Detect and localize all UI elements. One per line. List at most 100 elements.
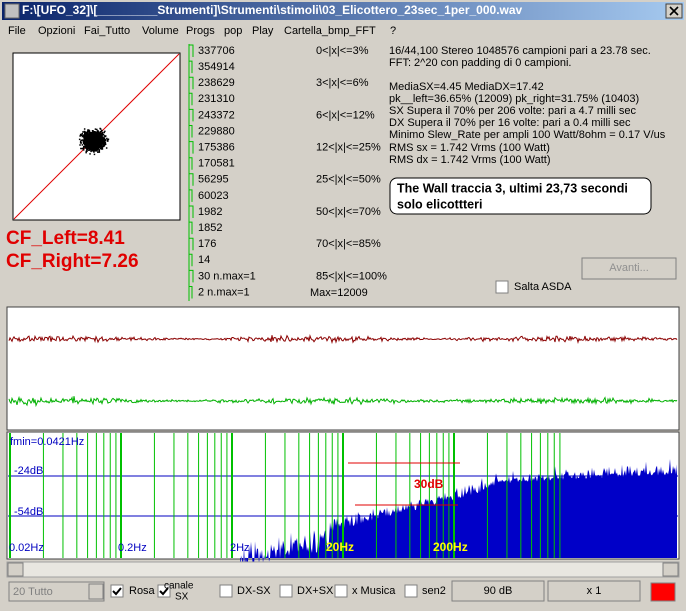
checkbox-label: x Musica xyxy=(352,585,396,597)
hist-tick xyxy=(189,92,193,106)
hist-tick xyxy=(189,60,193,74)
info-line: SX Supera il 70% per 206 volte: pari a 4… xyxy=(389,105,637,117)
db-button[interactable] xyxy=(451,580,545,602)
scroll-left[interactable] xyxy=(7,562,24,577)
hist-count: 60023 xyxy=(198,190,229,202)
title-bar xyxy=(2,2,684,20)
hist-range: 3<|x|<=6% xyxy=(316,77,369,89)
info-line: 16/44,100 Stereo 1048576 campioni pari a… xyxy=(389,45,651,57)
waveform xyxy=(8,334,678,345)
hist-count: 1852 xyxy=(198,222,222,234)
cf-right: CF_Right=7.26 xyxy=(6,251,139,272)
zoom-button[interactable] xyxy=(547,580,641,602)
info-line: FFT: 2^20 con padding di 0 campioni. xyxy=(389,57,572,69)
info-line: Minimo Slew_Rate per ampli 100 Watt/8ohm… xyxy=(389,129,666,141)
waveform xyxy=(8,395,678,408)
spectrum-area xyxy=(240,459,677,573)
info-line: MediaSX=4.45 MediaDX=17.42 xyxy=(389,81,544,93)
hist-count: 229880 xyxy=(198,125,235,137)
hist-count: 337706 xyxy=(198,45,235,57)
freq-label: 2Hz xyxy=(230,542,250,554)
checkbox-label: sen2 xyxy=(422,585,446,597)
color-swatch[interactable] xyxy=(650,582,676,602)
note-box xyxy=(389,177,652,215)
hist-tick xyxy=(189,269,194,283)
hist-count: 238629 xyxy=(198,77,235,89)
toolbar: Rosa DX-SX DX+SX x Musica sen2 xyxy=(110,584,446,598)
hist-count: 14 xyxy=(198,254,210,266)
hist-tick xyxy=(189,125,193,138)
next-label: Avanti... xyxy=(609,262,649,274)
spectrum: 30dB fmin=0.0421Hz -24dB -54dB 0.02Hz 0.2Hz 2H… xyxy=(8,433,678,573)
hist-tick xyxy=(189,157,193,170)
hist-range: 6<|x|<=12% xyxy=(316,109,375,121)
hist-tick xyxy=(189,44,194,57)
hist-count: 2 n.max=1 xyxy=(198,286,250,298)
select-arrow xyxy=(88,583,104,600)
skip-checkbox[interactable] xyxy=(495,280,509,294)
app-icon xyxy=(4,3,20,19)
hist-tick xyxy=(189,173,194,186)
note-line: solo elicottteri xyxy=(397,197,482,211)
menu-item[interactable]: Progs xyxy=(186,25,215,37)
hist-count: 30 n.max=1 xyxy=(198,270,256,282)
db-label: -24dB xyxy=(14,465,43,477)
info-line: pk__left=36.65% (12009) pk_right=31.75% … xyxy=(389,93,639,105)
check-mark xyxy=(159,587,169,596)
checkbox[interactable] xyxy=(404,584,418,598)
cf-left: CF_Left=8.41 xyxy=(6,228,125,249)
scatter-cloud xyxy=(78,127,110,156)
freq-label: 200Hz xyxy=(433,540,468,554)
checkbox[interactable] xyxy=(110,584,124,598)
hist-range: 70<|x|<=85% xyxy=(316,238,381,250)
menu-item[interactable]: Play xyxy=(252,25,274,37)
hist-tick xyxy=(189,108,194,122)
scatter-points xyxy=(78,127,110,156)
hist-tick xyxy=(189,76,194,90)
hist-count: 170581 xyxy=(198,158,235,170)
close-icon xyxy=(669,6,679,16)
menu-item[interactable]: Opzioni xyxy=(38,25,75,37)
checkbox[interactable] xyxy=(219,584,233,598)
fmin-label: fmin=0.0421Hz xyxy=(10,436,84,448)
hist-range: 25<|x|<=50% xyxy=(316,174,381,186)
hist-tick xyxy=(189,221,193,235)
hist-count: 176 xyxy=(198,238,216,250)
hist-tick xyxy=(189,286,193,299)
menu-item[interactable]: File xyxy=(8,25,26,37)
preset-value: 20 Tutto xyxy=(13,586,53,598)
checkbox-label: DX+SX xyxy=(297,585,334,597)
next-button[interactable] xyxy=(581,257,677,280)
hist-tick xyxy=(189,205,194,218)
scroll-right[interactable] xyxy=(662,562,679,577)
menu-item[interactable]: pop xyxy=(224,25,242,37)
channel-label: canale xyxy=(164,581,194,592)
skip-label: Salta ASDA xyxy=(514,281,572,293)
hist-tick xyxy=(189,189,193,202)
hist-tick xyxy=(189,141,194,154)
checkbox[interactable] xyxy=(279,584,293,598)
menu-item[interactable]: ? xyxy=(390,25,396,37)
waveforms xyxy=(8,334,678,408)
scrollbar[interactable] xyxy=(6,561,680,578)
hist-range: 85<|x|<=100% xyxy=(316,270,387,282)
preset-select[interactable] xyxy=(8,581,105,602)
menu-item[interactable]: Cartella_bmp_FFT xyxy=(284,25,376,37)
window-title: F:\[UFO_32]\[_________Strumenti]\Strumen… xyxy=(22,3,523,17)
hist-range: 12<|x|<=25% xyxy=(316,142,381,154)
checkbox-label: DX-SX xyxy=(237,585,271,597)
hist-range: 50<|x|<=70% xyxy=(316,206,381,218)
menu-item[interactable]: Fai_Tutto xyxy=(84,25,130,37)
waveform-panel xyxy=(6,306,680,431)
menu-item[interactable]: Volume xyxy=(142,25,179,37)
checkbox[interactable] xyxy=(334,584,348,598)
hist-range: 0<|x|<=3% xyxy=(316,45,369,57)
hist-tick xyxy=(189,253,193,267)
hist-tick xyxy=(189,237,194,251)
hist-count: 175386 xyxy=(198,142,235,154)
span-label: 30dB xyxy=(414,477,444,491)
check-mark xyxy=(112,587,122,596)
hist-count: 243372 xyxy=(198,109,235,121)
info-line: RMS sx = 1.742 Vrms (100 Watt) xyxy=(389,142,550,154)
freq-label: 20Hz xyxy=(326,540,354,554)
